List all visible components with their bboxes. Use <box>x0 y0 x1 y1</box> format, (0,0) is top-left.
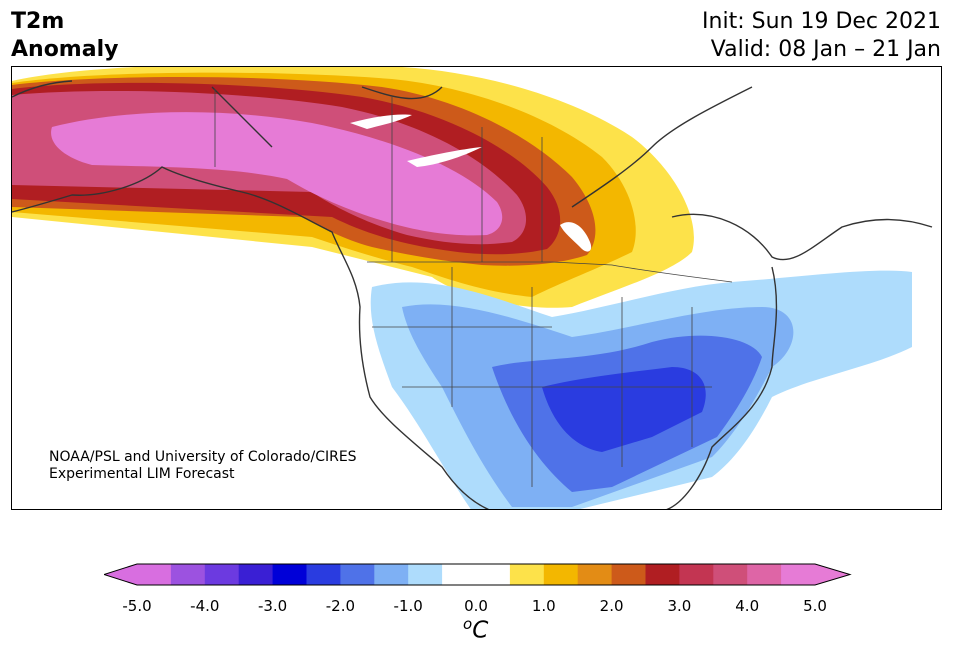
colorbar-tick-label: 1.0 <box>531 597 556 615</box>
anomaly-map <box>11 66 942 510</box>
coastlines <box>12 80 933 509</box>
colorbar-tick-label: 2.0 <box>599 597 624 615</box>
credit-text: NOAA/PSL and University of Colorado/CIRE… <box>49 449 357 483</box>
colorbar-swatch <box>577 564 613 585</box>
colorbar-swatch <box>645 564 680 585</box>
colorbar-tick-label: -2.0 <box>325 597 356 615</box>
colorbar-tick-label: -5.0 <box>122 597 152 615</box>
colorbar-tick-label: 0.0 <box>464 597 488 615</box>
map-canvas <box>12 67 933 509</box>
colorbar-tick-label: -1.0 <box>393 597 423 615</box>
warm-max-contour <box>51 112 503 236</box>
colorbar-swatch <box>781 564 816 585</box>
init-date: Init: Sun 19 Dec 2021 <box>702 9 941 34</box>
colorbar-min-extension <box>104 564 137 585</box>
colorbar-swatch <box>408 564 443 585</box>
colorbar-swatch <box>713 564 748 585</box>
colorbar-swatch <box>272 564 307 585</box>
lake-winnipeg <box>560 222 592 252</box>
colorbar-max-extension <box>815 564 850 585</box>
colorbar-swatch <box>137 564 172 585</box>
colorbar-tick-label: 5.0 <box>803 597 827 615</box>
unit-superscript: o <box>463 615 473 633</box>
colorbar-swatch <box>238 564 274 585</box>
unit-letter: C <box>472 617 489 644</box>
map-title: T2m Anomaly <box>11 9 119 62</box>
colorbar-swatch <box>476 564 511 585</box>
forecast-dates: Init: Sun 19 Dec 2021 Valid: 08 Jan – 21… <box>702 8 941 64</box>
colorbar-swatch <box>340 564 375 585</box>
colorbar-outline <box>104 563 852 586</box>
colorbar-swatch <box>679 564 714 585</box>
colorbar-tick-label: 4.0 <box>735 597 760 615</box>
colorbar-tick-label: 3.0 <box>667 597 692 615</box>
credit-line-2: Experimental LIM Forecast <box>49 466 235 482</box>
colorbar-swatch <box>170 564 206 585</box>
colorbar-swatch <box>306 564 341 585</box>
colorbar-unit: oC <box>463 615 488 644</box>
political-borders <box>214 89 733 487</box>
colorbar <box>104 563 852 586</box>
colorbar-swatch <box>543 564 579 585</box>
cold-4c-contour <box>542 367 706 452</box>
colorbar-tick-label: -3.0 <box>257 597 288 615</box>
colorbar-swatch <box>747 564 782 585</box>
colorbar-swatch <box>374 564 409 585</box>
great-bear-lake <box>407 147 482 167</box>
colorbar-swatch <box>204 564 240 585</box>
colorbar-swatch <box>442 564 477 585</box>
colorbar-tick-label: -4.0 <box>190 597 220 615</box>
colorbar-swatch <box>611 564 646 585</box>
colorbar-swatch <box>509 564 545 585</box>
credit-line-1: NOAA/PSL and University of Colorado/CIRE… <box>49 449 357 465</box>
great-slave-lake <box>350 114 412 129</box>
valid-range: Valid: 08 Jan – 21 Jan <box>710 37 941 62</box>
